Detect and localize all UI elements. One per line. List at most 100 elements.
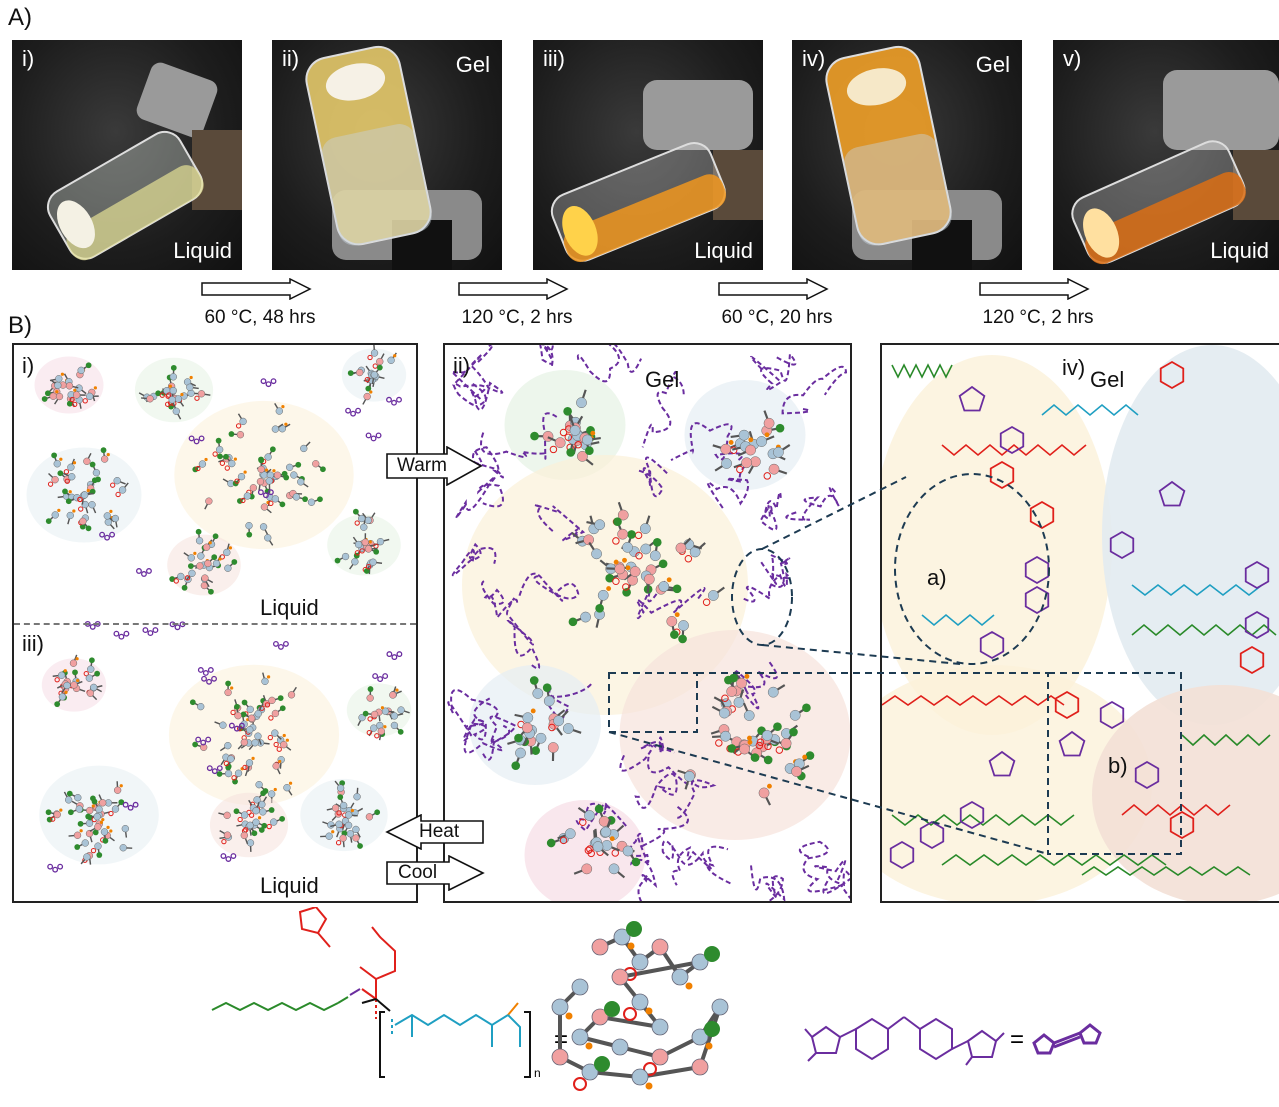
crosslink-chain — [480, 412, 558, 460]
photo-iv: iv) Gel — [792, 40, 1022, 270]
furan-ring — [721, 694, 729, 702]
monomer-node — [583, 534, 595, 546]
monomer-node — [761, 730, 773, 741]
cluster-shading — [300, 778, 388, 852]
end-group — [594, 804, 604, 814]
furan-ring — [212, 451, 218, 457]
ester-group — [109, 509, 113, 514]
end-group — [258, 457, 265, 464]
monomer-node — [252, 807, 260, 815]
section-b-label: B) — [8, 312, 32, 339]
monomer-node — [224, 688, 232, 697]
end-group — [223, 453, 229, 460]
ester-group — [609, 836, 615, 842]
furan-ring — [165, 401, 171, 407]
monomer-node — [87, 665, 95, 673]
callout-b-label: b) — [1108, 753, 1128, 778]
monomer-node — [290, 471, 298, 479]
monomer-node — [224, 564, 232, 572]
ester-group — [284, 422, 288, 426]
end-group — [96, 852, 103, 858]
monomer-node — [365, 813, 374, 821]
bismaleimide-structure — [804, 1016, 1005, 1066]
linker-ring — [350, 410, 357, 417]
monomer-node — [256, 477, 265, 486]
bond — [698, 1006, 722, 1068]
end-group — [365, 385, 372, 392]
panel-divider — [14, 623, 416, 625]
end-group — [44, 390, 51, 397]
monomer-node — [103, 512, 111, 520]
monomer-node — [186, 383, 194, 391]
furan-ring — [365, 564, 372, 570]
cool-arrow-icon[interactable] — [385, 855, 485, 891]
photo-i: i) Liquid — [12, 40, 242, 270]
crosslinker-molecule — [113, 630, 130, 640]
monomer-node — [351, 558, 359, 566]
monomer-node — [743, 710, 755, 721]
crosslink-chain — [785, 486, 840, 521]
monomer-node — [613, 928, 631, 946]
end-group — [729, 673, 738, 683]
warm-arrow-icon[interactable] — [385, 446, 485, 486]
heat-arrow-icon[interactable] — [385, 814, 485, 850]
monomer-node — [92, 469, 101, 477]
end-group — [268, 807, 275, 813]
monomer-node — [684, 770, 695, 782]
linker-ring — [118, 633, 125, 640]
end-group — [57, 470, 64, 477]
crosslinker-molecule — [206, 765, 223, 775]
monomer-node — [285, 463, 294, 472]
end-group — [260, 790, 267, 797]
furan-ring — [230, 709, 236, 716]
monomer-node — [67, 463, 75, 471]
monomer-node — [325, 832, 333, 840]
monomer-node — [245, 759, 254, 767]
crosslink-chain — [759, 491, 782, 531]
monomer-node — [228, 459, 236, 468]
monomer-node — [370, 349, 379, 357]
crosslinker-molecule — [99, 531, 116, 541]
furan-ring — [268, 715, 274, 721]
ester-group — [622, 557, 627, 563]
linker-ring — [57, 863, 64, 870]
end-group — [374, 809, 381, 816]
monomer-node — [307, 498, 316, 506]
monomer-node — [339, 834, 347, 842]
end-group — [77, 820, 84, 827]
monomer-node — [597, 589, 609, 601]
end-group — [211, 554, 218, 561]
crosslinker-molecule — [386, 651, 403, 661]
end-group — [362, 710, 369, 717]
ester-group — [728, 439, 734, 445]
photo-number: iv) — [802, 46, 826, 71]
monomer-node — [273, 471, 282, 479]
furan-ring — [231, 775, 237, 781]
linker-ring — [396, 651, 403, 658]
linker-ring — [372, 673, 379, 680]
photo-number: iii) — [543, 46, 565, 71]
monomer-node — [90, 683, 98, 692]
monomer-node — [651, 1048, 669, 1066]
end-group — [670, 630, 679, 639]
monomer-node — [240, 831, 248, 840]
heat-label: Heat — [419, 821, 460, 842]
furan-ring — [622, 583, 630, 591]
monomer-node — [187, 554, 195, 562]
crosslinker-molecule — [47, 863, 64, 873]
end-group — [187, 563, 194, 569]
monomer-node — [239, 417, 247, 426]
linker-ring — [132, 801, 139, 808]
ester-group — [645, 1007, 653, 1015]
ester-group — [565, 1012, 573, 1020]
monomer-node — [551, 1048, 569, 1066]
furan-ring — [612, 537, 620, 545]
right-arrow-icon — [458, 277, 569, 301]
monomer-node — [113, 477, 121, 485]
end-group — [91, 477, 98, 484]
furan-ring — [564, 433, 573, 441]
ester-group — [106, 452, 110, 457]
monomer-node — [198, 460, 207, 468]
vial-upright-gel-illustration — [305, 45, 482, 270]
monomer-node — [264, 453, 272, 461]
